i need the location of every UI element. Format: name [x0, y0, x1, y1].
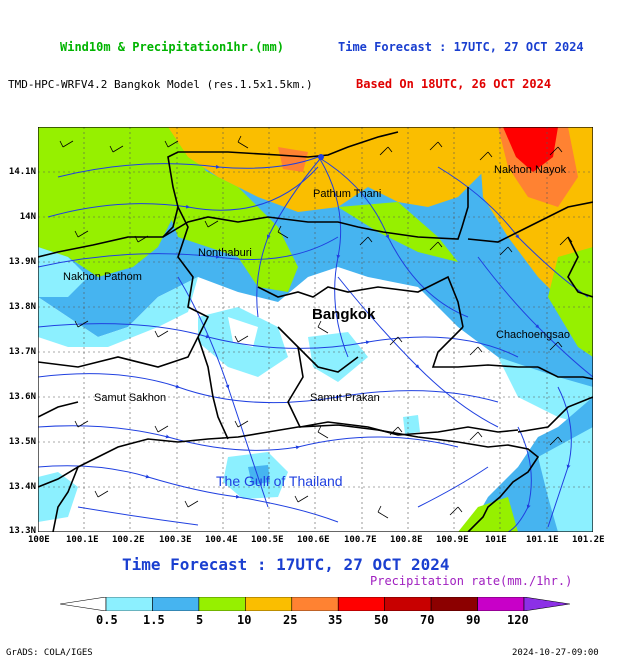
lon-tick: 100.6E: [297, 535, 330, 545]
label-gulf-of-thailand: The Gulf of Thailand: [216, 473, 343, 489]
wind-streamlines: [38, 156, 593, 532]
label-nakhon-nayok: Nakhon Nayok: [494, 164, 567, 176]
colorbar-swatch: [198, 597, 246, 611]
lat-tick: 13.9N: [8, 257, 36, 267]
colorbar-swatch: [384, 597, 432, 611]
lat-tick: 13.4N: [8, 482, 36, 492]
label-samut-sakhon: Samut Sakhon: [94, 392, 166, 404]
colorbar-label: 10: [237, 613, 252, 627]
colorbar-swatch: [60, 597, 107, 611]
forecast-time-header: Time Forecast : 17UTC, 27 OCT 2024: [338, 40, 584, 54]
product-title: Wind10m & Precipitation1hr.(mm): [60, 40, 284, 54]
lon-tick: 101.2E: [572, 535, 605, 545]
lat-tick: 13.6N: [8, 392, 36, 402]
colorbar-swatch: [430, 597, 478, 611]
colorbar-swatch: [105, 597, 153, 611]
colorbar-label: 70: [420, 613, 435, 627]
lon-tick: 100.4E: [205, 535, 238, 545]
convergence-point: [318, 154, 324, 160]
label-samut-prakan: Samut Prakan: [310, 392, 380, 404]
colorbar-swatch: [523, 597, 570, 611]
label-chachoengsao: Chachoengsao: [496, 329, 570, 341]
precip-rate-label: Precipitation rate(mm./1hr.): [370, 574, 573, 588]
label-nonthaburi: Nonthaburi: [198, 247, 252, 259]
lon-tick: 100.1E: [66, 535, 99, 545]
precipitation-wind-map: Pathum Thani Nakhon Nayok Nonthaburi Nak…: [38, 127, 593, 532]
based-on-time: Based On 18UTC, 26 OCT 2024: [356, 77, 552, 91]
lat-tick: 14N: [19, 212, 36, 222]
colorbar-label: 25: [283, 613, 298, 627]
label-nakhon-pathom: Nakhon Pathom: [63, 271, 142, 283]
colorbar-swatch: [291, 597, 339, 611]
lat-tick: 13.7N: [8, 347, 36, 357]
province-boundaries: [38, 131, 593, 532]
footer-credit: GrADS: COLA/IGES: [6, 648, 93, 658]
precip-colorbar: [60, 597, 570, 611]
lon-tick: 100.3E: [159, 535, 192, 545]
label-pathum-thani: Pathum Thani: [313, 188, 381, 200]
colorbar-label: 1.5: [143, 613, 165, 627]
label-bangkok: Bangkok: [312, 306, 376, 323]
colorbar-label: 35: [328, 613, 343, 627]
lon-tick: 101.1E: [526, 535, 559, 545]
lon-tick: 100.2E: [112, 535, 145, 545]
model-description: TMD-HPC-WRFV4.2 Bangkok Model (res.1.5x1…: [8, 78, 313, 91]
lat-tick: 13.3N: [8, 526, 36, 536]
colorbar-label: 50: [374, 613, 389, 627]
lat-tick: 13.8N: [8, 302, 36, 312]
lon-tick: 100.7E: [344, 535, 377, 545]
colorbar-swatch: [337, 597, 385, 611]
lat-tick: 13.5N: [8, 437, 36, 447]
footer-timestamp: 2024-10-27-09:00: [512, 648, 599, 658]
colorbar-label: 0.5: [96, 613, 118, 627]
colorbar-label: 90: [466, 613, 481, 627]
lon-tick: 100E: [28, 535, 50, 545]
colorbar-swatch: [152, 597, 200, 611]
lon-tick: 100.8E: [390, 535, 423, 545]
lat-tick: 14.1N: [8, 167, 36, 177]
colorbar-label: 120: [507, 613, 529, 627]
colorbar-label: 5: [196, 613, 204, 627]
lon-tick: 100.5E: [251, 535, 284, 545]
lon-tick: 101E: [485, 535, 507, 545]
colorbar-swatch: [245, 597, 293, 611]
colorbar-swatch: [477, 597, 525, 611]
forecast-time-title: Time Forecast : 17UTC, 27 OCT 2024: [122, 555, 450, 574]
lon-tick: 100.9E: [436, 535, 469, 545]
